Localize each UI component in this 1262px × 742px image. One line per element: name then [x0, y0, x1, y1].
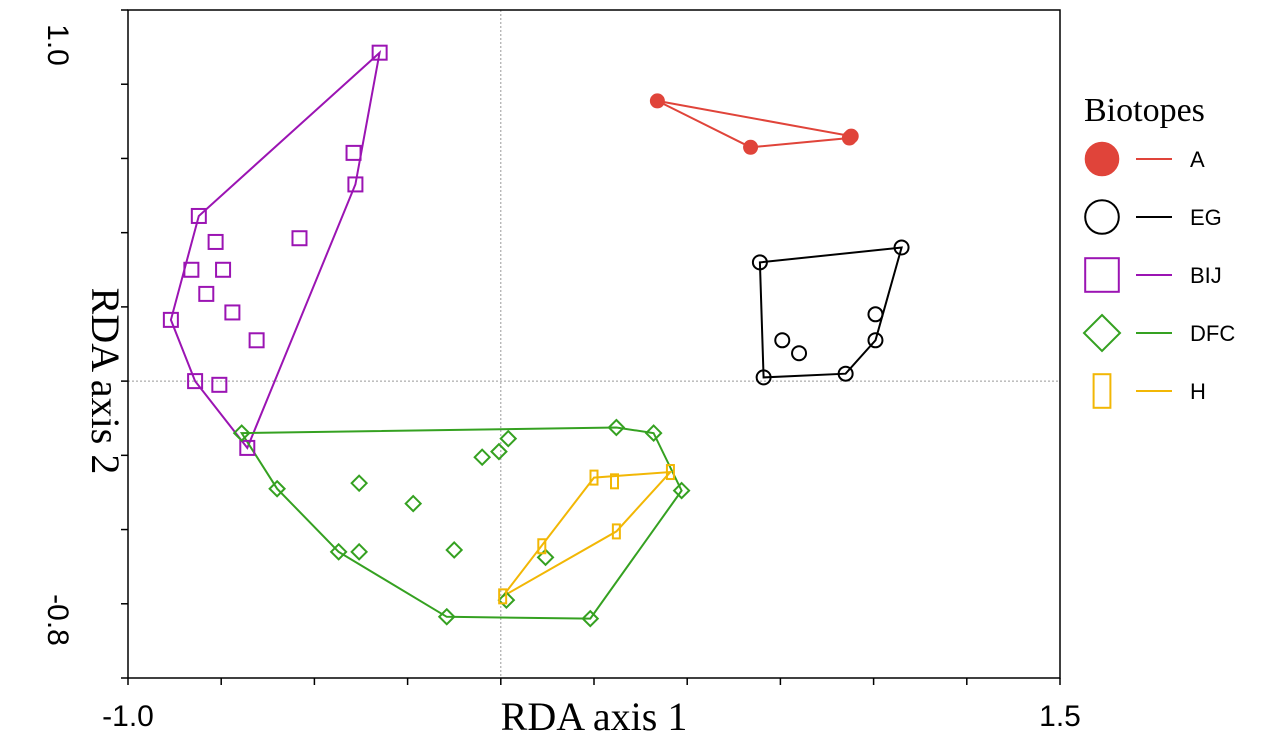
point-dfc — [350, 542, 369, 561]
point-dfc — [268, 479, 287, 498]
point-bij — [345, 144, 362, 161]
point-bij — [215, 261, 232, 278]
point-dfc — [490, 442, 508, 461]
legend-items: A EG BIJ DFC H — [1082, 141, 1235, 409]
legend-marker-dfc — [1082, 313, 1122, 353]
legend-label-h: H — [1190, 379, 1206, 404]
legend-label-eg: EG — [1190, 205, 1222, 230]
point-h — [665, 464, 675, 481]
y-axis-title: RDA axis 2 — [83, 288, 128, 475]
point-dfc — [437, 607, 456, 626]
point-dfc — [536, 548, 555, 567]
point-a — [843, 128, 859, 144]
point-h — [537, 538, 547, 555]
legend-marker-eg — [1084, 199, 1120, 235]
point-eg — [751, 254, 768, 271]
point-bij — [207, 233, 224, 250]
x-axis-title: RDA axis 1 — [501, 694, 688, 739]
hull-dfc — [239, 426, 683, 620]
group-hulls — [169, 49, 903, 620]
point-bij — [248, 332, 265, 349]
point-dfc — [644, 424, 663, 442]
legend: Biotopes A EG BIJ DFC H — [1082, 92, 1235, 409]
legend-label-a: A — [1190, 147, 1205, 172]
point-bij — [187, 373, 204, 390]
point-bij — [190, 207, 207, 224]
series-a — [649, 93, 859, 155]
point-dfc — [350, 474, 369, 493]
legend-marker-bij — [1084, 257, 1120, 293]
point-eg — [867, 332, 884, 349]
x-tick-label: -1.0 — [102, 700, 154, 733]
reference-lines — [128, 10, 1060, 678]
point-bij — [198, 285, 215, 302]
point-h — [589, 469, 599, 486]
point-dfc — [499, 429, 518, 448]
legend-item-eg: EG — [1084, 199, 1222, 235]
point-dfc — [672, 481, 691, 500]
point-dfc — [445, 541, 464, 559]
point-eg — [755, 369, 772, 386]
legend-label-dfc: DFC — [1190, 321, 1235, 346]
point-eg — [867, 306, 884, 323]
point-bij — [183, 261, 200, 278]
x-tick-label: 1.5 — [1039, 700, 1081, 733]
point-a — [649, 93, 665, 109]
hull-bij — [169, 49, 382, 450]
point-bij — [239, 439, 256, 456]
hull-h — [501, 470, 673, 598]
legend-title: Biotopes — [1084, 92, 1205, 129]
legend-item-bij: BIJ — [1084, 257, 1222, 293]
point-eg — [893, 239, 910, 256]
point-bij — [211, 376, 228, 393]
point-eg — [837, 365, 854, 382]
axis-ticks — [121, 9, 1061, 685]
data-points — [162, 44, 910, 628]
point-bij — [224, 304, 241, 321]
legend-marker-h — [1092, 373, 1112, 409]
legend-label-bij: BIJ — [1190, 263, 1222, 288]
point-dfc — [404, 494, 423, 513]
point-dfc — [232, 424, 251, 442]
point-eg — [774, 332, 791, 349]
point-h — [610, 473, 620, 490]
point-h — [611, 523, 621, 540]
point-dfc — [581, 609, 600, 628]
axis-tick-labels: -1.0 1.5 1.0 -0.8 — [41, 24, 1081, 733]
point-eg — [791, 345, 808, 362]
point-bij — [162, 311, 179, 328]
legend-marker-a — [1084, 141, 1120, 177]
y-tick-label: -0.8 — [41, 594, 74, 646]
point-dfc — [607, 418, 626, 437]
point-dfc — [329, 542, 348, 561]
point-bij — [291, 230, 308, 247]
series-h — [498, 464, 675, 605]
point-bij — [347, 176, 364, 193]
point-dfc — [497, 591, 516, 609]
series-dfc — [232, 418, 691, 628]
legend-item-h: H — [1092, 373, 1206, 409]
hull-eg — [758, 246, 903, 379]
y-tick-label: 1.0 — [41, 24, 74, 66]
point-a — [743, 139, 759, 155]
legend-item-a: A — [1084, 141, 1205, 177]
point-bij — [371, 44, 388, 61]
point-h — [498, 588, 508, 605]
series-bij — [162, 44, 388, 456]
point-dfc — [473, 448, 492, 467]
legend-item-dfc: DFC — [1082, 313, 1235, 353]
series-eg — [751, 239, 910, 386]
